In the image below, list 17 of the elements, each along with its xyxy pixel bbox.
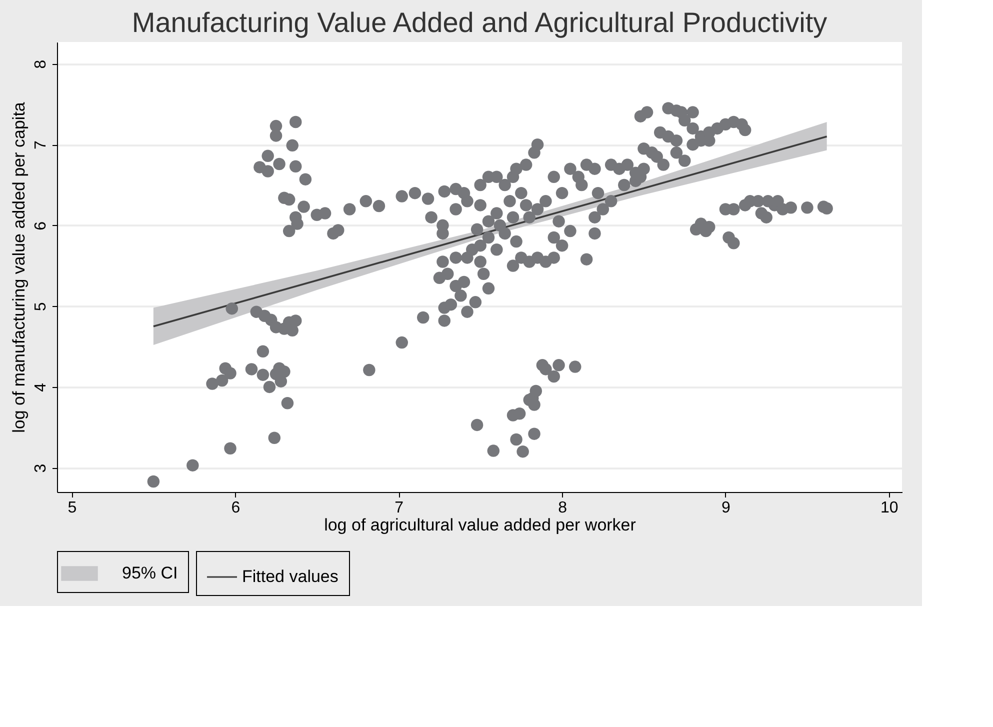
y-tick-label: 8 — [32, 60, 50, 69]
y-tick-label: 5 — [32, 302, 50, 312]
y-tick-label: 4 — [32, 382, 50, 392]
x-tick-label: 10 — [880, 500, 898, 516]
y-tick-label: 3 — [32, 464, 50, 473]
x-tick-label: 6 — [231, 500, 240, 516]
y-tick-label: 7 — [32, 140, 50, 150]
text: 95% CI — [122, 564, 178, 582]
x-tick-label: 7 — [394, 500, 404, 516]
chart-title: Manufacturing Value Added and Agricultural Productivity — [132, 7, 828, 38]
legend-label: Fitted values — [242, 567, 338, 586]
x-axis-title: log of agricultural value added per worker — [324, 516, 636, 534]
x-tick-label: 9 — [722, 500, 731, 516]
x-tick-label: 8 — [558, 500, 568, 516]
y-tick-label: 6 — [32, 221, 50, 230]
x-tick-label: 5 — [68, 500, 77, 516]
y-axis-title: log of manufacturing value added per capita — [10, 102, 28, 433]
